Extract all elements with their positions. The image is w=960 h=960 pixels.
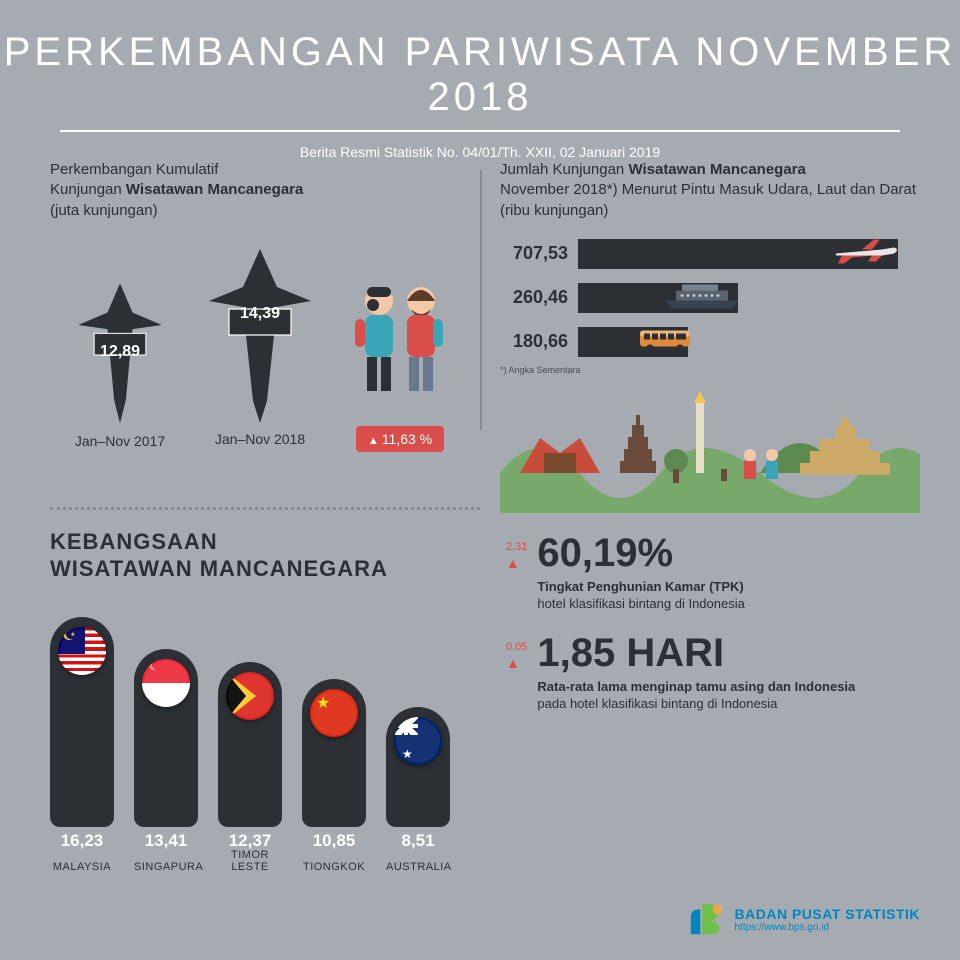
footer-url: https://www.bps.go.id [735,922,921,933]
cumulative-bar-2017: 12,89 Jan–Nov 2017 [60,275,180,449]
entry-note: *) Angka Sementara [500,365,920,375]
stat-value: 1,85 HARI [537,631,855,676]
stat-delta: 2,31▲ [506,541,527,571]
cumulative-value-2017: 12,89 [60,343,180,361]
entry-value: 707,53 [500,243,578,264]
nationality-bar: 13,41 SINGAPURA [134,649,198,827]
nationality-value: 8,51 [386,831,450,851]
cumulative-label-2017: Jan–Nov 2017 [60,433,180,449]
bus-icon [638,326,692,357]
stat-desc: Tingkat Penghunian Kamar (TPK)hotel klas… [537,578,744,613]
flag-icon [58,627,106,675]
entry-value: 260,46 [500,287,578,308]
stat-value: 60,19% [537,531,744,576]
cumulative-bar-2018: 14,39 Jan–Nov 2018 [200,243,320,447]
entry-row: 707,53 [500,239,920,269]
nationality-value: 10,85 [302,831,366,851]
growth-badge: 11,63 % [356,426,444,452]
flag-icon [226,672,274,720]
nationality-label: SINGAPURA [134,861,198,873]
nationality-title: KEBANGSAAN WISATAWAN MANCANEGARA [50,528,480,583]
entry-row: 180,66 [500,327,920,357]
page-subtitle: Berita Resmi Statistik No. 04/01/Th. XXI… [0,144,960,160]
stats-block: 2,31▲ 60,19% Tingkat Penghunian Kamar (T… [500,531,920,713]
page-title: PERKEMBANGAN PARIWISATA NOVEMBER 2018 [0,0,960,120]
nationality-label: TIMOR LESTE [218,849,282,873]
nationality-label: TIONGKOK [302,861,366,873]
nationality-bar: 8,51 AUSTRALIA [386,707,450,827]
title-divider [60,130,900,132]
entry-bar [578,327,688,357]
flag-icon [142,659,190,707]
entry-bar [578,239,898,269]
entry-title: Jumlah Kunjungan Wisatawan Mancanegara N… [500,160,920,221]
section-divider [50,507,480,510]
nationality-label: AUSTRALIA [386,861,450,873]
ship-icon [662,280,742,315]
footer: BADAN PUSAT STATISTIK https://www.bps.go… [687,900,921,938]
flag-icon [394,717,442,765]
nationality-bar: 16,23 MALAYSIA [50,617,114,827]
tourists-icon: 11,63 % [340,275,460,452]
entry-chart: 707,53 260,46 180,66 [500,239,920,357]
footer-org: BADAN PUSAT STATISTIK [735,906,921,922]
stat-row: 0,05▲ 1,85 HARI Rata-rata lama menginap … [500,631,920,713]
stat-delta: 0,05▲ [506,641,527,671]
cumulative-label-2018: Jan–Nov 2018 [200,431,320,447]
nationality-value: 16,23 [50,831,114,851]
cumulative-chart: 12,89 Jan–Nov 2017 14,39 Jan–Nov 2018 [50,235,480,495]
flag-icon [310,689,358,737]
vertical-separator [480,170,482,430]
stat-desc: Rata-rata lama menginap tamu asing dan I… [537,678,855,713]
entry-bar [578,283,738,313]
nationality-value: 12,37 [218,831,282,851]
stat-row: 2,31▲ 60,19% Tingkat Penghunian Kamar (T… [500,531,920,613]
entry-value: 180,66 [500,331,578,352]
plane-icon [832,237,902,270]
nationality-label: MALAYSIA [50,861,114,873]
nationality-bar: 10,85 TIONGKOK [302,679,366,827]
cumulative-value-2018: 14,39 [200,305,320,323]
nationality-value: 13,41 [134,831,198,851]
entry-row: 260,46 [500,283,920,313]
scenery-illustration [500,383,920,513]
nationality-bar: 12,37 TIMOR LESTE [218,662,282,827]
cumulative-title: Perkembangan Kumulatif Kunjungan Wisataw… [50,160,480,221]
nationality-chart: 16,23 MALAYSIA 13,41 SINGAPURA 12,37 TIM… [50,599,480,879]
bps-logo-icon [687,900,725,938]
